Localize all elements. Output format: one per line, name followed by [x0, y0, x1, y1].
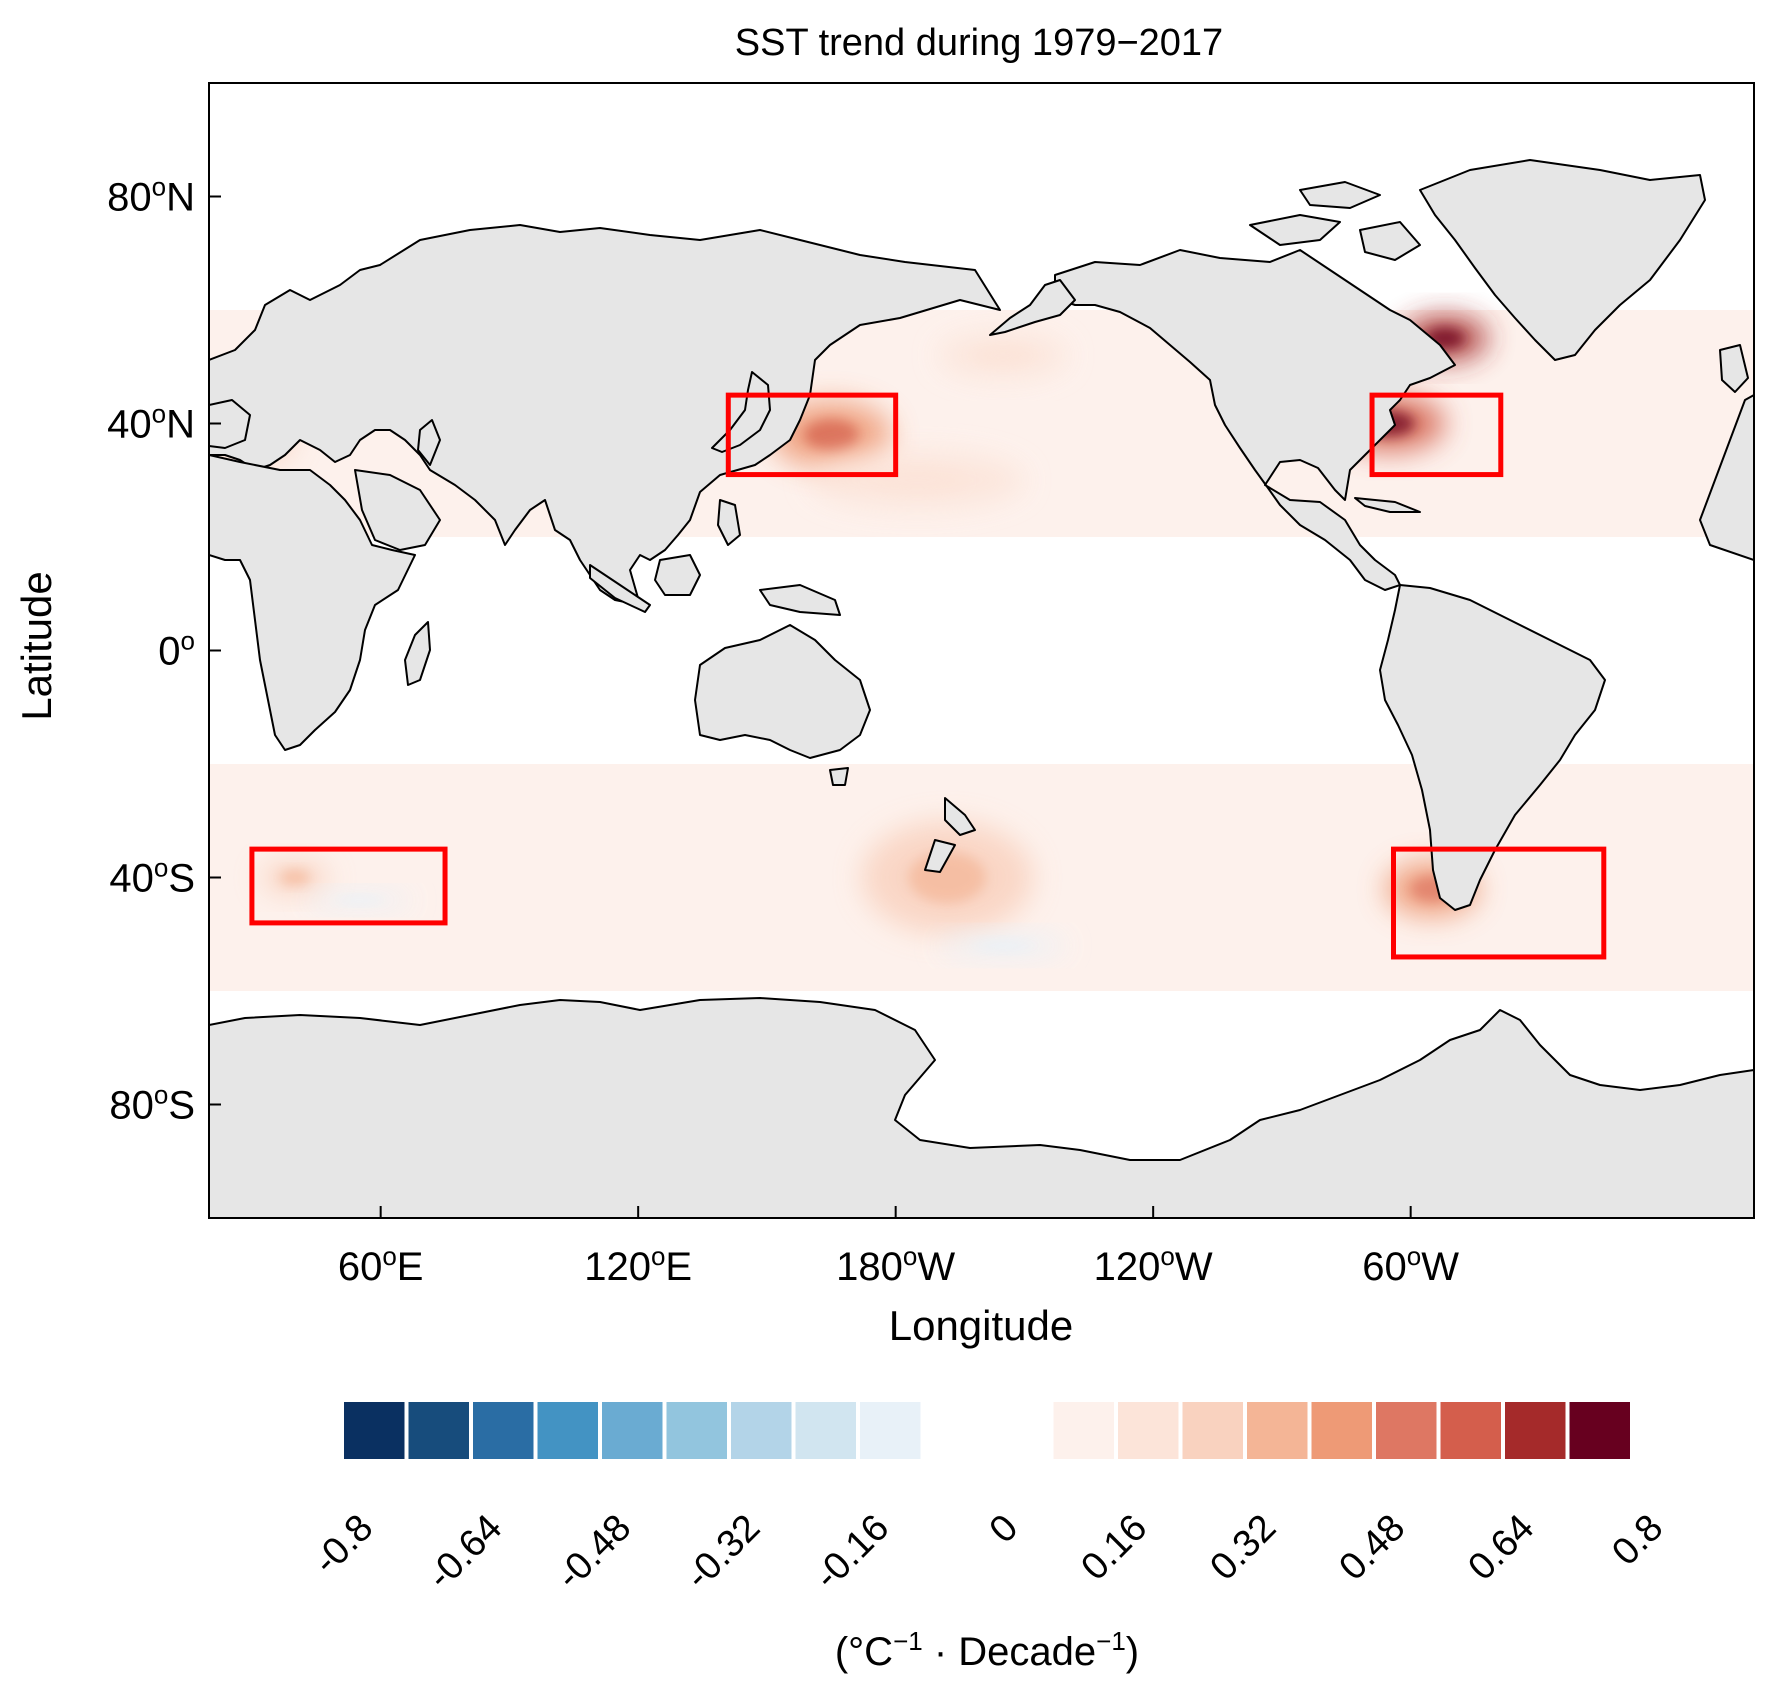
- south-america-landmass: [1379, 584, 1606, 911]
- borneo-landmass: [654, 554, 701, 596]
- warming-core-kuroshio: [804, 419, 859, 451]
- colorbar-tick-label: -0.48: [548, 1507, 639, 1598]
- unit-sup-2: −1: [1096, 1626, 1126, 1656]
- colorbar-swatch: [537, 1402, 598, 1459]
- cooling-core-southern-ocean-pacific-sector: [973, 940, 1032, 951]
- unit-prefix: (°C: [835, 1630, 893, 1674]
- colorbar-tick-label: -0.8: [305, 1507, 381, 1583]
- lon-tick-label: 180oW: [836, 1241, 955, 1289]
- colorbar-tick-label: -0.32: [677, 1507, 768, 1598]
- europe-west-landmass: [209, 399, 251, 449]
- antarctica-landmass: [209, 997, 1754, 1218]
- warming-core-south-indian: [279, 869, 311, 886]
- eurasia-landmass: [209, 224, 1001, 606]
- tasmania-landmass: [829, 767, 849, 786]
- colorbar-swatch: [666, 1402, 727, 1459]
- colorbar-swatch: [795, 1402, 856, 1459]
- lon-tick-label: 120oE: [584, 1241, 692, 1289]
- colorbar-swatch: [1053, 1402, 1114, 1459]
- lat-tick-label: 40oS: [109, 853, 195, 901]
- chart-title: SST trend during 1979−2017: [735, 22, 1223, 64]
- arctic-islands: [1249, 181, 1421, 261]
- region-box-1: [249, 846, 448, 926]
- colorbar-swatch: [1505, 1402, 1566, 1459]
- colorbar-swatch: [1569, 1402, 1630, 1459]
- newguinea-landmass: [759, 584, 841, 616]
- warming-core-northeast-pacific: [973, 345, 1032, 366]
- longitude-ticks: 60oE 120oE 180oW 120oW 60oW: [338, 1206, 1459, 1289]
- australia-landmass: [694, 624, 871, 759]
- lon-tick-label: 60oE: [338, 1241, 424, 1289]
- philippines-landmass: [717, 499, 741, 546]
- colorbar-swatch: [1118, 1402, 1179, 1459]
- africa-landmass: [209, 454, 416, 751]
- region-boxes: [249, 392, 1607, 960]
- europe-east-landmass: [1699, 394, 1754, 561]
- unit-middle: · Decade: [923, 1630, 1096, 1674]
- lat-tick-label: 0o: [158, 626, 195, 674]
- unit-suffix: ): [1126, 1630, 1139, 1674]
- colorbar-tick-label: 0.16: [1073, 1507, 1155, 1589]
- colorbar-swatch: [1182, 1402, 1243, 1459]
- newzealand-landmass: [924, 797, 976, 873]
- cooling-core-agulhas-return: [335, 896, 384, 905]
- colorbar-swatch: [344, 1402, 405, 1459]
- colorbar-swatch: [1440, 1402, 1501, 1459]
- arabia-landmass: [354, 469, 441, 551]
- caspian-lake: [417, 419, 441, 466]
- colorbar: [344, 1402, 1630, 1459]
- lat-tick-label: 80oN: [107, 172, 195, 220]
- map-area: [209, 83, 1754, 1218]
- colorbar-swatch: [731, 1402, 792, 1459]
- colorbar-swatch: [408, 1402, 469, 1459]
- north-america-landmass: [1054, 249, 1456, 591]
- colorbar-tick-label: 0.48: [1331, 1507, 1413, 1589]
- sumatra-landmass: [589, 564, 651, 613]
- y-axis-label: Latitude: [13, 571, 60, 720]
- colorbar-tick-label: 0: [982, 1507, 1027, 1552]
- colorbar-tick-label: 0.32: [1202, 1507, 1284, 1589]
- colorbar-unit-label: (°C−1 · Decade−1): [835, 1626, 1139, 1674]
- colorbar-swatch: [924, 1402, 985, 1459]
- colorbar-swatch: [1247, 1402, 1308, 1459]
- lon-tick-label: 120oW: [1094, 1241, 1213, 1289]
- colorbar-swatch: [602, 1402, 663, 1459]
- cuba-landmass: [1354, 497, 1421, 513]
- colorbar-tick-label: 0.64: [1460, 1507, 1542, 1589]
- colorbar-swatch: [989, 1402, 1050, 1459]
- region-box-3: [1369, 392, 1504, 478]
- x-axis-label: Longitude: [889, 1302, 1074, 1349]
- colorbar-swatch: [1376, 1402, 1437, 1459]
- warming-core-north-pacific-subtropics: [868, 467, 966, 494]
- japan-landmass: [711, 371, 771, 453]
- colorbar-tick-labels: -0.8 -0.64 -0.48 -0.32 -0.16 0 0.16 0.32 0.48 0.6…: [305, 1507, 1671, 1598]
- region-box-2: [725, 392, 899, 478]
- unit-sup-1: −1: [893, 1626, 923, 1656]
- britain-landmass: [1719, 344, 1749, 393]
- colorbar-tick-label: -0.16: [806, 1507, 897, 1598]
- lon-tick-label: 60oW: [1362, 1241, 1459, 1289]
- region-box-4: [1391, 846, 1607, 960]
- colorbar-swatch: [860, 1402, 921, 1459]
- land-masses: [209, 159, 1754, 1218]
- lat-tick-label: 80oS: [109, 1080, 195, 1128]
- colorbar-swatch: [473, 1402, 534, 1459]
- greenland-landmass: [1419, 159, 1706, 361]
- colorbar-tick-label: -0.64: [419, 1507, 510, 1598]
- colorbar-swatch: [1311, 1402, 1372, 1459]
- latitude-ticks: 80oN 40oN 0o 40oS 80oS: [107, 172, 221, 1128]
- colorbar-tick-label: 0.8: [1604, 1507, 1671, 1574]
- madagascar-landmass: [404, 621, 431, 686]
- lat-tick-label: 40oN: [107, 399, 195, 447]
- alaska-landmass: [989, 279, 1076, 336]
